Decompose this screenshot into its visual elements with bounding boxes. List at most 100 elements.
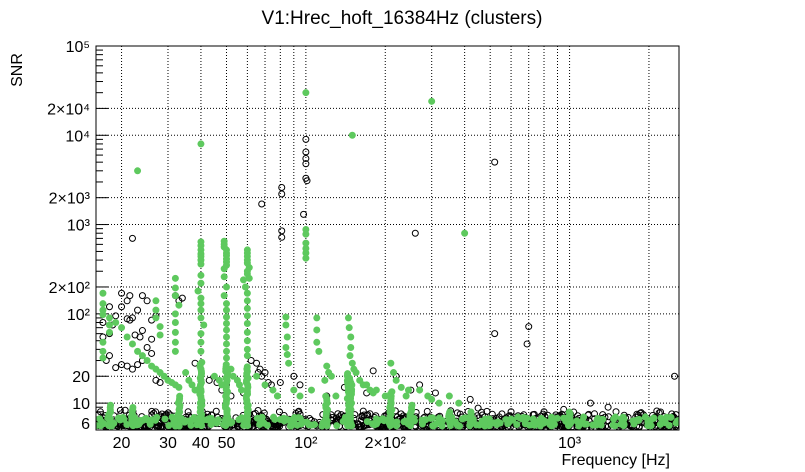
y-tick-label: 6 (81, 416, 90, 433)
filled-point (302, 230, 310, 238)
filled-point (220, 292, 228, 300)
open-point (423, 407, 431, 415)
filled-point (193, 421, 201, 429)
filled-point (345, 324, 353, 332)
filled-point (245, 274, 253, 282)
filled-point (283, 351, 291, 359)
data-points (96, 89, 679, 430)
filled-point (99, 347, 107, 355)
filled-point (152, 306, 160, 314)
filled-point (521, 420, 529, 428)
open-point (156, 379, 164, 387)
filled-point (315, 347, 323, 355)
open-point (359, 407, 367, 415)
filled-point (258, 413, 266, 421)
filled-point (222, 283, 230, 291)
filled-point (239, 276, 247, 284)
filled-point (269, 386, 277, 394)
filled-point (346, 376, 354, 384)
open-point (357, 416, 365, 424)
filled-point (504, 420, 512, 428)
filled-point (373, 420, 381, 428)
filled-point (123, 333, 131, 341)
y-tick-label: 10² (67, 307, 91, 324)
filled-point (380, 417, 388, 425)
filled-point (160, 372, 168, 380)
filled-point (372, 386, 380, 394)
filled-point (170, 416, 178, 424)
filled-point (200, 321, 208, 329)
filled-point (243, 312, 251, 320)
open-point (105, 303, 113, 311)
filled-point (197, 330, 205, 338)
filled-point (297, 420, 305, 428)
filled-point (363, 418, 371, 426)
open-point (148, 349, 156, 357)
filled-point (348, 359, 356, 367)
filled-point (210, 372, 218, 380)
open-point (205, 376, 213, 384)
open-point (671, 372, 679, 380)
open-point (466, 395, 474, 403)
open-point (152, 376, 160, 384)
filled-point (165, 421, 173, 429)
filled-point (352, 369, 360, 377)
filled-point (667, 413, 675, 421)
filled-point (404, 386, 412, 394)
filled-point (253, 372, 261, 380)
open-point (123, 297, 131, 305)
filled-point (197, 140, 205, 148)
filled-point (435, 419, 443, 427)
filled-point (447, 417, 455, 425)
open-point (148, 407, 156, 415)
filled-point (99, 289, 107, 297)
filled-point (171, 284, 179, 292)
filled-point (313, 314, 321, 322)
filled-point (302, 254, 310, 262)
open-point (155, 422, 163, 430)
filled-point (428, 395, 436, 403)
plot-frame (95, 45, 680, 431)
filled-point (197, 300, 205, 308)
open-point (256, 365, 264, 373)
open-point (303, 177, 311, 185)
filled-point (344, 370, 352, 378)
open-point (112, 364, 120, 372)
filled-point (243, 319, 251, 327)
open-point (253, 359, 261, 367)
filled-point (535, 417, 543, 425)
x-tick-label: 10² (294, 435, 318, 452)
filled-point (171, 274, 179, 282)
filled-point (129, 404, 137, 412)
filled-point (416, 386, 424, 394)
filled-point (282, 343, 290, 351)
open-point (507, 408, 515, 416)
filled-point (105, 321, 113, 329)
filled-point (175, 383, 183, 391)
filled-point (220, 273, 228, 281)
filled-point (197, 279, 205, 287)
y-tick-label: 10³ (67, 218, 91, 235)
filled-point (243, 289, 251, 297)
filled-point (243, 297, 251, 305)
open-point (302, 154, 310, 162)
filled-point (181, 418, 189, 426)
open-point (116, 406, 124, 414)
filled-point (393, 418, 401, 426)
filled-point (321, 376, 329, 384)
filled-point (261, 381, 269, 389)
filled-point (553, 414, 561, 422)
filled-point (565, 420, 573, 428)
filled-point (99, 300, 107, 308)
filled-point (198, 358, 206, 366)
filled-point (611, 413, 619, 421)
filled-point (282, 313, 290, 321)
x-tick-label: 50 (218, 435, 236, 452)
open-point (128, 314, 136, 322)
filled-point (100, 420, 108, 428)
open-point (275, 408, 283, 416)
filled-point (243, 352, 251, 360)
filled-point (105, 314, 113, 322)
open-point (300, 210, 308, 218)
filled-point (344, 416, 352, 424)
